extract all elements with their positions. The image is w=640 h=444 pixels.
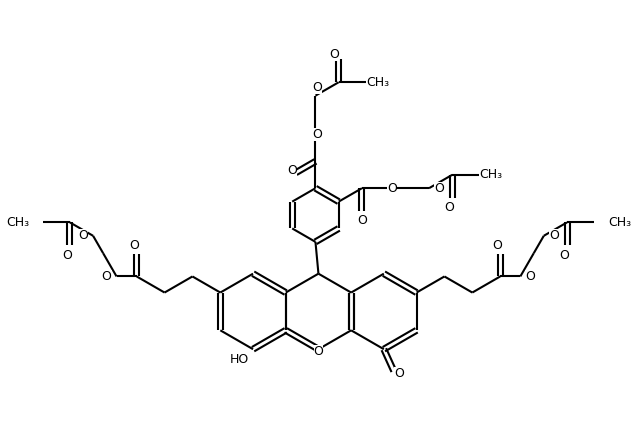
Text: O: O [312, 128, 323, 141]
Text: O: O [357, 214, 367, 227]
Text: O: O [444, 201, 454, 214]
Text: O: O [559, 249, 569, 262]
Text: O: O [329, 48, 339, 61]
Text: O: O [434, 182, 444, 195]
Text: CH₃: CH₃ [479, 168, 502, 181]
Text: HO: HO [230, 353, 249, 366]
Text: CH₃: CH₃ [6, 216, 29, 229]
Text: CH₃: CH₃ [608, 216, 631, 229]
Text: O: O [549, 229, 559, 242]
Text: CH₃: CH₃ [366, 76, 389, 89]
Text: O: O [492, 239, 502, 252]
Text: O: O [62, 249, 72, 262]
Text: O: O [102, 270, 111, 283]
Text: O: O [129, 239, 139, 252]
Text: O: O [287, 164, 297, 177]
Text: O: O [78, 229, 88, 242]
Text: O: O [314, 345, 323, 358]
Text: O: O [387, 182, 397, 195]
Text: O: O [394, 367, 404, 380]
Text: O: O [525, 270, 535, 283]
Text: O: O [312, 81, 323, 94]
